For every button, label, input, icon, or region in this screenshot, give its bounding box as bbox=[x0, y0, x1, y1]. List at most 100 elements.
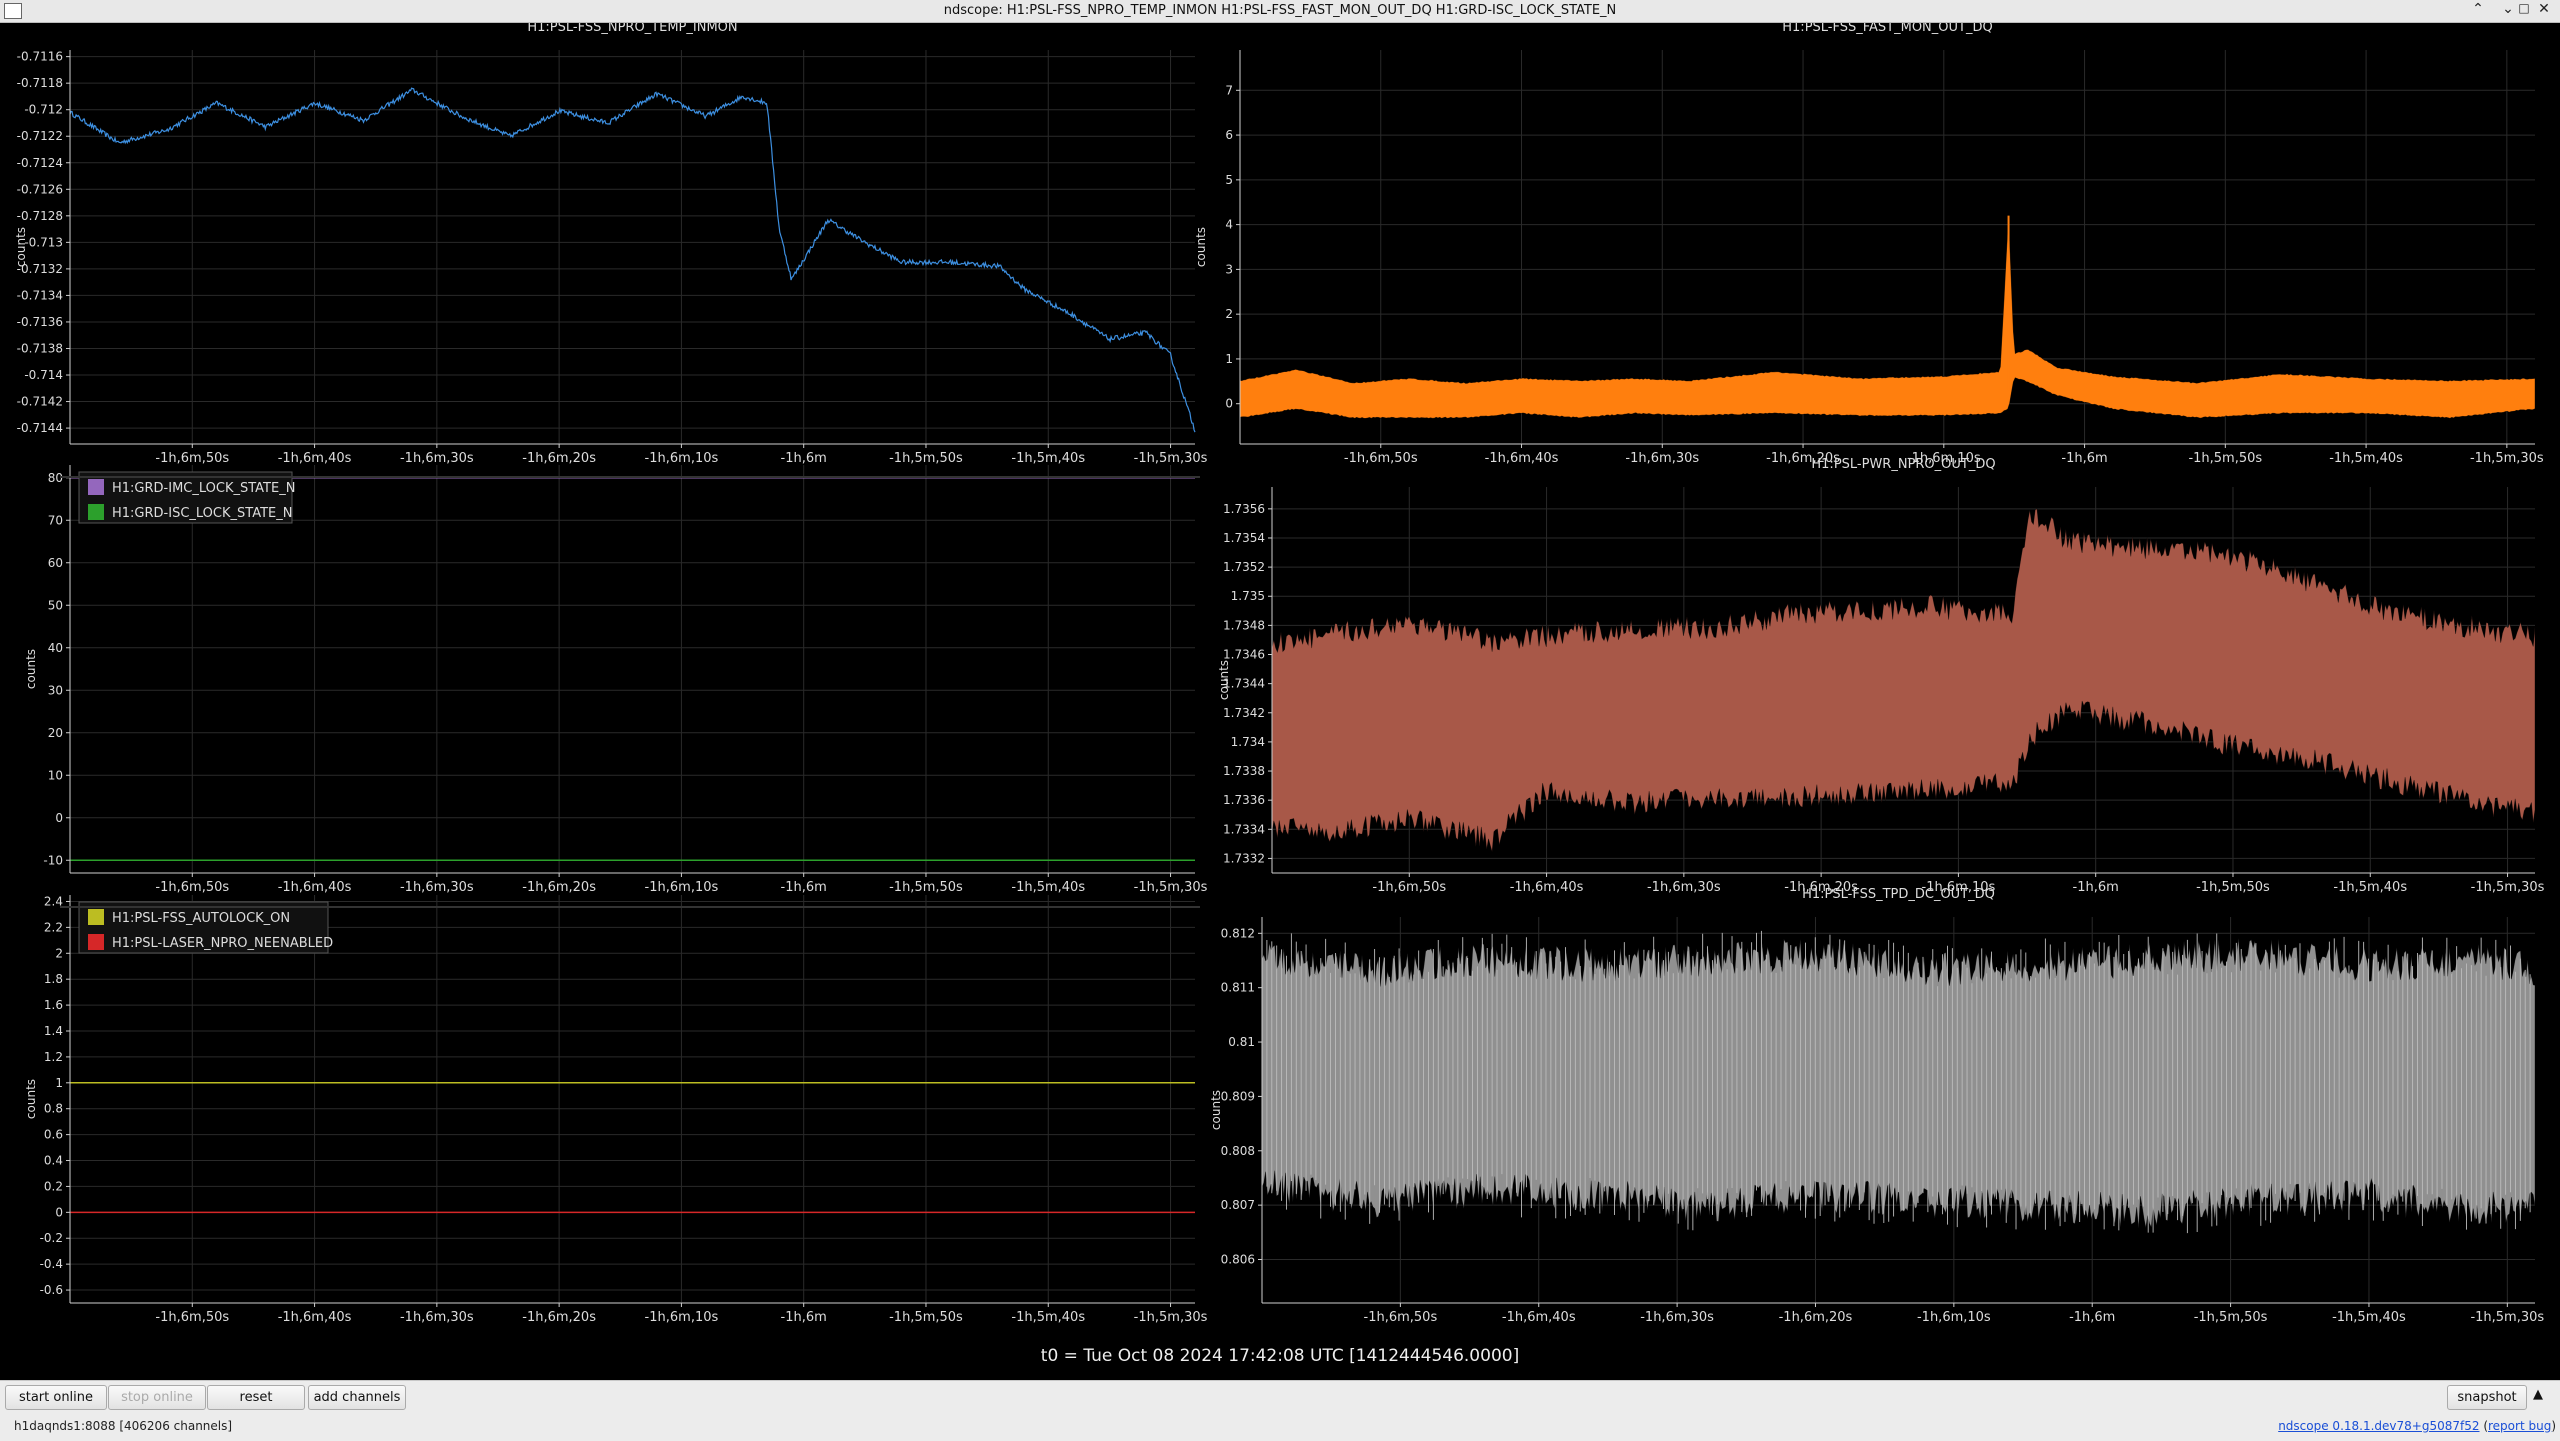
plot-tpd[interactable]: 0.806 0.807 0.808 0.809 0.81 0.811 0.812 -1h,6m… bbox=[1209, 887, 2544, 1323]
legend: H1:PSL-FSS_AUTOLOCK_ON H1:PSL-LASER_NPRO_… bbox=[78, 901, 333, 954]
y-tick-label: -0.7122 bbox=[17, 129, 63, 143]
legend-box bbox=[78, 471, 293, 524]
y-tick-label: 0.2 bbox=[44, 1179, 63, 1193]
y-tick-label: 2.2 bbox=[44, 920, 63, 934]
x-tick-label: -1h,5m,50s bbox=[2188, 451, 2262, 466]
y-tick-label: -0.712 bbox=[24, 103, 63, 117]
y-tick-label: 1.7332 bbox=[1223, 851, 1265, 865]
plot-title: H1:PSL-FSS_FAST_MON_OUT_DQ bbox=[1782, 23, 1992, 35]
y-axis-label: counts bbox=[24, 649, 38, 689]
x-tick-label: -1h,6m bbox=[781, 451, 827, 466]
y-tick-label: 2.4 bbox=[44, 894, 63, 908]
x-tick-label: -1h,6m bbox=[2061, 451, 2107, 466]
y-tick-label: -0.7116 bbox=[17, 50, 63, 64]
y-tick-label: 1.8 bbox=[44, 972, 63, 986]
legend-label: H1:GRD-IMC_LOCK_STATE_N bbox=[112, 481, 295, 496]
y-tick-label: 0.812 bbox=[1221, 926, 1255, 940]
snapshot-menu-arrow-icon[interactable]: ▲ bbox=[2533, 1387, 2543, 1402]
stop-online-button[interactable]: stop online bbox=[108, 1385, 206, 1410]
x-tick-label: -1h,5m,30s bbox=[2470, 1310, 2544, 1323]
y-tick-label: 0.8 bbox=[44, 1102, 63, 1116]
snapshot-button[interactable]: snapshot bbox=[2447, 1385, 2527, 1410]
y-tick-label: -0.7126 bbox=[17, 182, 63, 196]
x-tick-label: -1h,6m,10s bbox=[645, 451, 719, 466]
y-tick-label: 50 bbox=[48, 598, 63, 612]
close-window-icon[interactable]: ✕ bbox=[2538, 1, 2550, 17]
x-tick-label: -1h,5m,30s bbox=[2471, 880, 2545, 895]
y-tick-label: -0.7132 bbox=[17, 262, 63, 276]
x-tick-label: -1h,6m bbox=[781, 1310, 827, 1323]
x-tick-label: -1h,6m bbox=[781, 880, 827, 895]
legend-label: H1:PSL-FSS_AUTOLOCK_ON bbox=[112, 911, 290, 926]
plot-title: H1:PSL-FSS_NPRO_TEMP_INMON bbox=[527, 23, 737, 35]
restore-window-icon[interactable]: □ bbox=[2518, 1, 2530, 15]
add-channels-button[interactable]: add channels bbox=[308, 1385, 406, 1410]
x-tick-label: -1h,6m,30s bbox=[1640, 1310, 1714, 1323]
maximize-window-icon[interactable]: ⌄ bbox=[2502, 1, 2514, 17]
x-tick-label: -1h,6m,50s bbox=[155, 451, 229, 466]
legend-swatch bbox=[88, 934, 104, 950]
y-tick-label: 1 bbox=[55, 1076, 63, 1090]
y-tick-label: 1.734 bbox=[1231, 735, 1265, 749]
report-bug-link[interactable]: report bug bbox=[2488, 1419, 2552, 1433]
version-status: ndscope 0.18.1.dev78+g5087f52 (report bu… bbox=[2278, 1419, 2556, 1433]
y-tick-label: 40 bbox=[48, 641, 63, 655]
y-tick-label: -0.7144 bbox=[17, 421, 63, 435]
x-tick-label: -1h,5m,30s bbox=[1134, 1310, 1208, 1323]
y-tick-label: 20 bbox=[48, 726, 63, 740]
y-tick-label: 5 bbox=[1225, 173, 1233, 187]
plot-guardian[interactable]: -10 0 10 20 30 40 50 60 70 80 -1h,6m,50s -1h,6m,40s… bbox=[24, 465, 1208, 895]
x-tick-label: -1h,6m,30s bbox=[1647, 880, 1721, 895]
y-tick-label: 10 bbox=[48, 768, 63, 782]
y-tick-label: -10 bbox=[43, 853, 63, 867]
start-online-button[interactable]: start online bbox=[5, 1385, 107, 1410]
x-tick-label: -1h,6m,40s bbox=[278, 880, 352, 895]
y-axis-label: counts bbox=[14, 227, 28, 267]
reset-button[interactable]: reset bbox=[207, 1385, 305, 1410]
t0-label: t0 = Tue Oct 08 2024 17:42:08 UTC [14124… bbox=[1040, 1346, 1520, 1366]
y-tick-label: 1.7356 bbox=[1223, 502, 1265, 516]
plot-fast_mon[interactable]: 0 1 2 3 4 5 6 7 -1h,6m,50s -1h,6m,40s -1h,6m,30s -1… bbox=[1194, 23, 2544, 466]
y-tick-label: 30 bbox=[48, 683, 63, 697]
plot-area[interactable]: -0.7144-0.7142-0.714-0.7138-0.7136-0.713… bbox=[0, 23, 2560, 1323]
version-link[interactable]: ndscope 0.18.1.dev78+g5087f52 bbox=[2278, 1419, 2480, 1433]
y-tick-label: 2 bbox=[55, 946, 63, 960]
legend-swatch bbox=[88, 504, 104, 520]
y-tick-label: -0.6 bbox=[40, 1283, 63, 1297]
legend-label: H1:GRD-ISC_LOCK_STATE_N bbox=[112, 506, 292, 521]
y-axis-label: counts bbox=[24, 1079, 38, 1119]
plot-title: H1:PSL-PWR_NPRO_OUT_DQ bbox=[1811, 457, 1995, 472]
x-tick-label: -1h,5m,50s bbox=[2196, 880, 2270, 895]
y-tick-label: 6 bbox=[1225, 128, 1233, 142]
plot-npro_temp[interactable]: -0.7144 -0.7142 -0.714 -0.7138 -0.7136 -0.713… bbox=[14, 23, 1208, 466]
y-tick-label: -0.2 bbox=[40, 1231, 63, 1245]
y-tick-label: 1.7346 bbox=[1223, 648, 1265, 662]
y-tick-label: -0.7118 bbox=[17, 76, 63, 90]
y-tick-label: -0.7134 bbox=[17, 288, 63, 302]
plot-autolock[interactable]: -0.6 -0.4 -0.2 0 0.2 0.4 0.6 0.8 1 1.2 1.4 1.6 1.8 2 2… bbox=[24, 894, 1208, 1323]
x-tick-label: -1h,6m,20s bbox=[1779, 1310, 1853, 1323]
x-tick-label: -1h,6m,40s bbox=[278, 451, 352, 466]
x-tick-label: -1h,6m,30s bbox=[1625, 451, 1699, 466]
x-tick-label: -1h,6m,40s bbox=[1485, 451, 1559, 466]
x-tick-label: -1h,5m,40s bbox=[2333, 880, 2407, 895]
legend-swatch bbox=[88, 909, 104, 925]
x-tick-label: -1h,6m,20s bbox=[522, 880, 596, 895]
plot-title: H1:PSL-FSS_TPD_DC_OUT_DQ bbox=[1802, 887, 1995, 902]
x-tick-label: -1h,6m,40s bbox=[1502, 1310, 1576, 1323]
x-tick-label: -1h,6m,20s bbox=[522, 1310, 596, 1323]
window-title: ndscope: H1:PSL-FSS_NPRO_TEMP_INMON H1:P… bbox=[943, 3, 1617, 18]
plot-pwr[interactable]: 1.7332 1.7334 1.7336 1.7338 1.734 1.7342 1.734… bbox=[1217, 457, 2545, 895]
legend-box bbox=[78, 901, 329, 954]
x-tick-label: -1h,5m,30s bbox=[1134, 451, 1208, 466]
y-tick-label: 60 bbox=[48, 556, 63, 570]
x-tick-label: -1h,6m,10s bbox=[1907, 451, 1981, 466]
x-tick-label: -1h,6m,40s bbox=[278, 1310, 352, 1323]
y-tick-label: 1.7342 bbox=[1223, 706, 1265, 720]
x-tick-label: -1h,6m,20s bbox=[522, 451, 596, 466]
series-band bbox=[1271, 508, 2536, 852]
y-tick-label: 1 bbox=[1225, 352, 1233, 366]
minimize-window-icon[interactable]: ⌃ bbox=[2472, 1, 2484, 17]
y-tick-label: 80 bbox=[48, 471, 63, 485]
x-tick-label: -1h,5m,40s bbox=[2329, 451, 2403, 466]
